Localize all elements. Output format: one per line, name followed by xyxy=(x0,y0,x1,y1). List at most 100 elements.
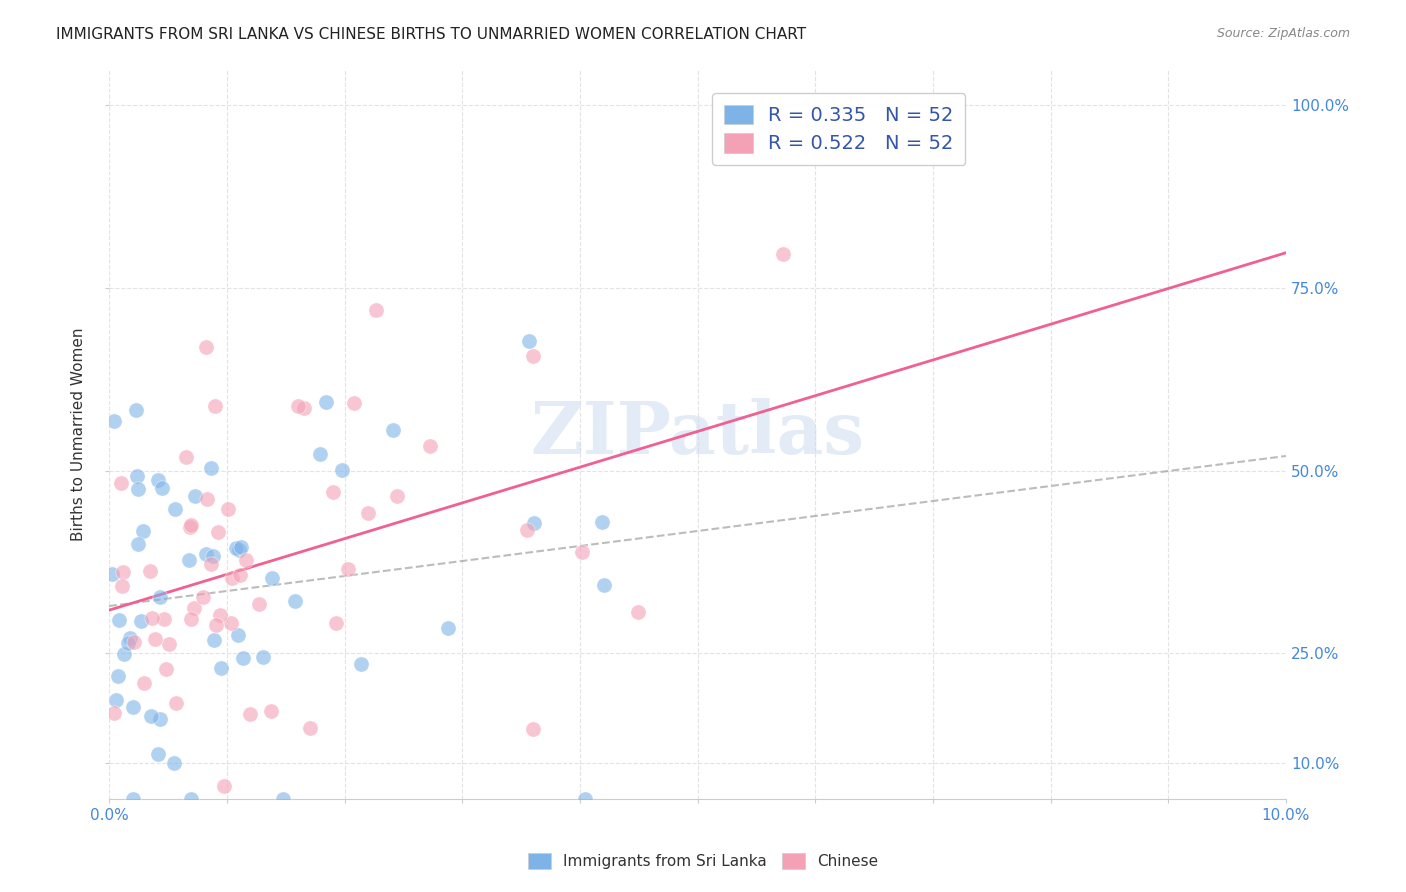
Point xyxy=(141,611,163,625)
Point xyxy=(149,590,172,604)
Point xyxy=(112,647,135,661)
Point xyxy=(180,792,202,806)
Point xyxy=(183,601,205,615)
Point xyxy=(162,756,184,771)
Point xyxy=(195,492,218,507)
Legend: Immigrants from Sri Lanka, Chinese: Immigrants from Sri Lanka, Chinese xyxy=(522,847,884,875)
Point xyxy=(202,632,225,647)
Point xyxy=(322,484,344,499)
Point xyxy=(226,628,249,642)
Point xyxy=(155,661,177,675)
Point xyxy=(225,541,247,555)
Point xyxy=(111,579,134,593)
Point xyxy=(120,631,142,645)
Point xyxy=(574,792,596,806)
Point xyxy=(103,414,125,428)
Point xyxy=(437,622,460,636)
Point xyxy=(179,519,201,533)
Point xyxy=(356,506,378,520)
Point xyxy=(221,615,243,630)
Point xyxy=(180,612,202,626)
Point xyxy=(260,704,283,718)
Point xyxy=(132,524,155,538)
Point xyxy=(231,540,253,554)
Point xyxy=(165,696,187,710)
Point xyxy=(134,675,156,690)
Point xyxy=(217,502,239,516)
Point xyxy=(287,399,309,413)
Point xyxy=(209,607,232,622)
Point xyxy=(174,450,197,464)
Point xyxy=(238,707,260,722)
Point xyxy=(332,463,354,477)
Point xyxy=(127,483,149,497)
Point xyxy=(212,779,235,793)
Point xyxy=(149,712,172,726)
Point xyxy=(247,597,270,611)
Point xyxy=(110,476,132,491)
Text: Source: ZipAtlas.com: Source: ZipAtlas.com xyxy=(1216,27,1350,40)
Point xyxy=(298,722,321,736)
Point xyxy=(772,247,794,261)
Point xyxy=(201,549,224,564)
Point xyxy=(122,792,145,806)
Point xyxy=(366,302,388,317)
Point xyxy=(117,635,139,649)
Point xyxy=(229,568,252,582)
Point xyxy=(309,447,332,461)
Point xyxy=(252,650,274,665)
Point xyxy=(517,334,540,348)
Point xyxy=(343,396,366,410)
Point xyxy=(627,605,650,619)
Text: ZIPatlas: ZIPatlas xyxy=(530,399,865,469)
Point xyxy=(200,460,222,475)
Point xyxy=(522,723,544,737)
Legend: R = 0.335   N = 52, R = 0.522   N = 52: R = 0.335 N = 52, R = 0.522 N = 52 xyxy=(711,93,966,165)
Point xyxy=(141,709,163,723)
Point xyxy=(122,700,145,714)
Point xyxy=(104,693,127,707)
Point xyxy=(382,423,405,437)
Point xyxy=(200,557,222,571)
Point xyxy=(523,516,546,531)
Point xyxy=(101,566,124,581)
Point xyxy=(204,618,226,632)
Point xyxy=(184,488,207,502)
Point xyxy=(419,439,441,453)
Point xyxy=(107,669,129,683)
Point xyxy=(204,399,226,413)
Point xyxy=(194,547,217,561)
Point xyxy=(143,632,166,647)
Point xyxy=(195,340,218,354)
Point xyxy=(127,537,149,551)
Point xyxy=(146,473,169,487)
Point xyxy=(129,614,152,628)
Point xyxy=(207,524,229,539)
Point xyxy=(336,562,359,576)
Point xyxy=(284,594,307,608)
Point xyxy=(315,395,337,409)
Point xyxy=(591,515,613,529)
Point xyxy=(516,523,538,537)
Point xyxy=(112,565,135,579)
Point xyxy=(103,706,125,721)
Point xyxy=(228,542,250,557)
Point xyxy=(165,501,187,516)
Point xyxy=(593,578,616,592)
Point xyxy=(124,403,146,417)
Point xyxy=(385,490,408,504)
Point xyxy=(180,517,202,532)
Point xyxy=(146,747,169,761)
Point xyxy=(232,650,254,665)
Point xyxy=(271,792,294,806)
Point xyxy=(177,553,200,567)
Point xyxy=(350,657,373,671)
Text: IMMIGRANTS FROM SRI LANKA VS CHINESE BIRTHS TO UNMARRIED WOMEN CORRELATION CHART: IMMIGRANTS FROM SRI LANKA VS CHINESE BIR… xyxy=(56,27,807,42)
Point xyxy=(325,615,347,630)
Point xyxy=(571,544,593,558)
Y-axis label: Births to Unmarried Women: Births to Unmarried Women xyxy=(72,327,86,541)
Point xyxy=(221,571,243,585)
Point xyxy=(150,481,173,495)
Point xyxy=(157,636,180,650)
Point xyxy=(292,401,315,415)
